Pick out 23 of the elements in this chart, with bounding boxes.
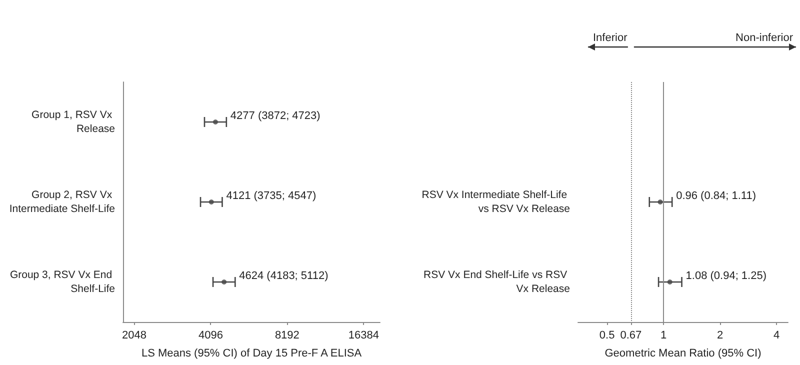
data-label: 4121 (3735; 4547)	[226, 190, 316, 202]
data-label: 1.08 (0.94; 1.25)	[686, 270, 767, 282]
x-tick-label: 2048	[122, 330, 146, 342]
x-tick-label: 0.67	[620, 330, 642, 342]
data-label: 4624 (4183; 5112)	[239, 270, 328, 282]
x-tick-label: 16384	[348, 330, 379, 342]
x-tick-label: 4	[774, 330, 780, 342]
x-tick-label: 4096	[198, 330, 223, 342]
x-axis-title: Geometric Mean Ratio (95% CI)	[604, 348, 762, 360]
x-axis-title: LS Means (95% CI) of Day 15 Pre-F A ELISA	[141, 348, 362, 360]
y-tick-label: RSV Vx Intermediate Shelf-Life vs RSV Vx Release	[422, 189, 570, 215]
x-tick-label: 2	[717, 330, 724, 342]
x-tick-label: 0.5	[599, 330, 615, 342]
y-tick-label: Group 2, RSV Vx Intermediate Shelf-Life	[9, 189, 116, 215]
y-tick-label: Group 1, RSV Vx Release	[32, 109, 116, 135]
data-label: 4277 (3872; 4723)	[230, 110, 320, 122]
y-tick-label: RSV Vx End Shelf-Life vs RSV Vx Release	[424, 269, 570, 295]
y-tick-label: Group 3, RSV Vx End Shelf-Life	[10, 269, 116, 295]
x-tick-label: 8192	[274, 330, 300, 342]
x-tick-label: 1	[660, 330, 667, 342]
text: Non-inferior	[736, 32, 793, 44]
text: Inferior	[593, 32, 628, 44]
data-label: 0.96 (0.84; 1.11)	[676, 190, 756, 202]
